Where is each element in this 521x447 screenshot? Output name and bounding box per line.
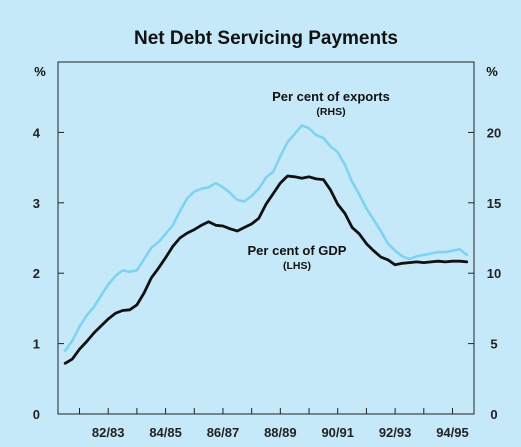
x-tick-label: 88/89 [264, 425, 297, 440]
right-axis-unit: % [486, 64, 498, 79]
left-tick-label: 3 [33, 196, 40, 211]
x-tick-label: 92/93 [379, 425, 412, 440]
series-exports-sublabel: (RHS) [316, 106, 345, 118]
x-tick-label: 82/83 [92, 425, 125, 440]
chart-title: Net Debt Servicing Payments [134, 28, 398, 49]
right-tick-label: 20 [487, 125, 501, 140]
right-tick-label: 15 [487, 196, 501, 211]
left-tick-label: 4 [33, 125, 41, 140]
right-tick-label: 10 [487, 266, 501, 281]
left-tick-label: 1 [33, 337, 40, 352]
left-tick-label: 0 [33, 407, 40, 422]
series-line-exports [65, 125, 467, 350]
left-axis-unit: % [34, 64, 46, 79]
series-gdp-label: Per cent of GDP [248, 243, 347, 258]
x-tick-label: 94/95 [436, 425, 469, 440]
right-tick-label: 5 [490, 337, 497, 352]
axis-ticks: 0 1 2 3 4 0 5 10 15 20 82/83 84/85 86/87 88/89 90/91 92… [33, 125, 501, 440]
series-exports-label: Per cent of exports [272, 89, 390, 104]
right-tick-label: 0 [490, 407, 497, 422]
left-tick-label: 2 [33, 266, 40, 281]
series-gdp-sublabel: (LHS) [283, 260, 311, 272]
x-tick-label: 86/87 [207, 425, 240, 440]
x-tick-label: 90/91 [321, 425, 354, 440]
plot-frame [58, 62, 474, 414]
x-tick-label: 84/85 [149, 425, 182, 440]
